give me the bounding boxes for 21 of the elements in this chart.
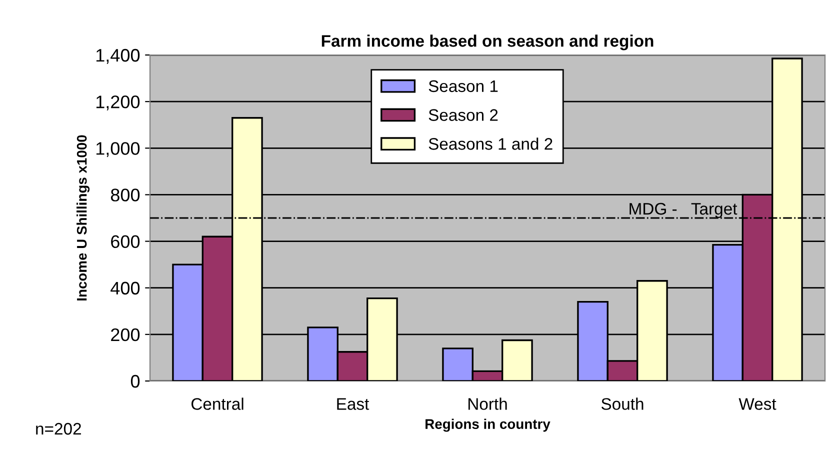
y-tick-label: 400 xyxy=(110,282,140,295)
chart-title: Farm income based on season and region xyxy=(322,34,654,50)
text: n=202 xyxy=(36,422,81,435)
x-tick-label: East xyxy=(337,398,370,410)
y-tick-label: 600 xyxy=(111,235,140,248)
y-tick-label: 800 xyxy=(110,188,140,202)
x-tick-label: Central xyxy=(191,398,244,410)
y-axis-title: Income U Shillings x1000 xyxy=(76,135,90,300)
y-tick-label: 200 xyxy=(111,328,140,342)
y-tick-label: 0 xyxy=(130,374,140,388)
x-tick-label: North xyxy=(468,398,507,410)
x-tick-label: South xyxy=(601,398,644,410)
y-tick-label: 1,400 xyxy=(96,48,140,64)
y-tick-label: 1,200 xyxy=(96,96,140,110)
legend-label: Seasons 1 and 2 xyxy=(428,138,552,150)
y-tick-label: 1,000 xyxy=(96,142,140,157)
x-axis-title: Regions in country xyxy=(426,418,550,432)
legend-label: Season 2 xyxy=(428,109,498,121)
ref-line-label: MDG - Target xyxy=(630,202,738,218)
x-tick-label: West xyxy=(738,398,776,410)
legend-label: Season 1 xyxy=(428,80,498,92)
